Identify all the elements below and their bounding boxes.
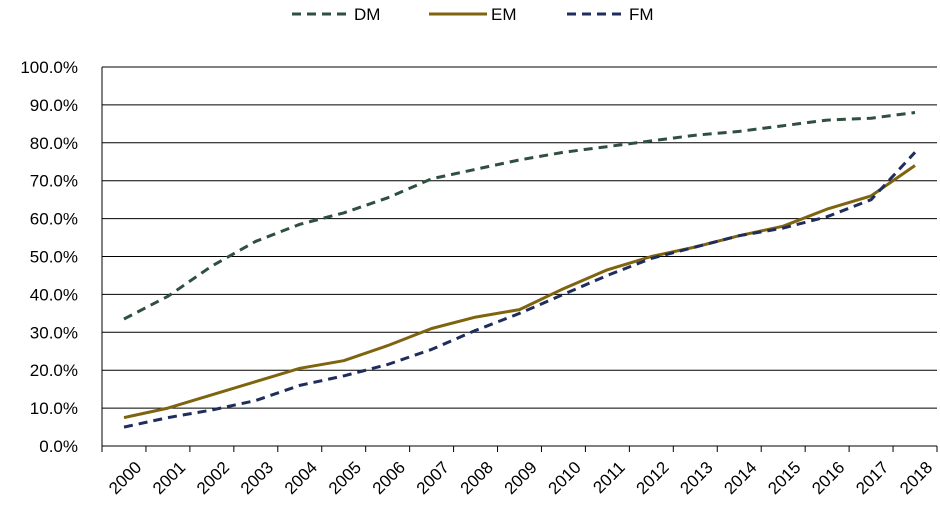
y-tick-label: 90.0% xyxy=(30,96,78,115)
y-axis-tick-labels: 0.0% 10.0% 20.0% 30.0% 40.0% 50.0% 60.0% 70.0% 8… xyxy=(20,58,78,456)
x-tick-label: 2005 xyxy=(325,458,365,498)
x-tick-label: 2009 xyxy=(501,458,541,498)
legend-label-em: EM xyxy=(491,5,517,24)
series-line-em xyxy=(123,164,916,420)
y-tick-label: 60.0% xyxy=(30,210,78,229)
x-tick-label: 2003 xyxy=(237,458,277,498)
x-tick-label: 2013 xyxy=(676,458,716,498)
y-tick-label: 10.0% xyxy=(30,399,78,418)
y-tick-label: 30.0% xyxy=(30,323,78,342)
x-tick-label: 2004 xyxy=(281,458,321,498)
x-tick-label: 2000 xyxy=(105,458,145,498)
series-line-fm xyxy=(123,151,917,429)
y-tick-label: 50.0% xyxy=(30,248,78,267)
x-tick-label: 2002 xyxy=(193,458,233,498)
y-tick-label: 70.0% xyxy=(30,172,78,191)
x-tick-label: 2007 xyxy=(413,458,453,498)
x-tick-label: 2012 xyxy=(632,458,672,498)
legend-label-dm: DM xyxy=(354,5,380,24)
series-lines xyxy=(123,111,917,429)
series-line-dm xyxy=(123,111,916,321)
x-tick-label: 2010 xyxy=(545,458,585,498)
x-axis: 2000 2001 2002 2003 2004 2005 2006 2007 2008 2009… xyxy=(101,67,938,498)
x-tick-label: 2011 xyxy=(589,458,628,497)
x-tick-label: 2001 xyxy=(149,458,189,498)
y-tick-label: 20.0% xyxy=(30,361,78,380)
legend: DM EM FM xyxy=(292,5,654,24)
y-tick-label: 0.0% xyxy=(39,437,78,456)
x-tick-label: 2008 xyxy=(457,458,497,498)
x-tick-label: 2006 xyxy=(369,458,409,498)
y-tick-label: 80.0% xyxy=(30,134,78,153)
x-tick-label: 2018 xyxy=(896,458,936,498)
x-tick-label: 2016 xyxy=(808,458,848,498)
y-tick-label: 40.0% xyxy=(30,285,78,304)
x-tick-label: 2015 xyxy=(764,458,804,498)
y-tick-label: 100.0% xyxy=(20,58,78,77)
x-tick-label: 2014 xyxy=(720,458,760,498)
x-tick-label: 2017 xyxy=(852,458,892,498)
legend-label-fm: FM xyxy=(629,5,654,24)
gridlines xyxy=(102,66,937,409)
